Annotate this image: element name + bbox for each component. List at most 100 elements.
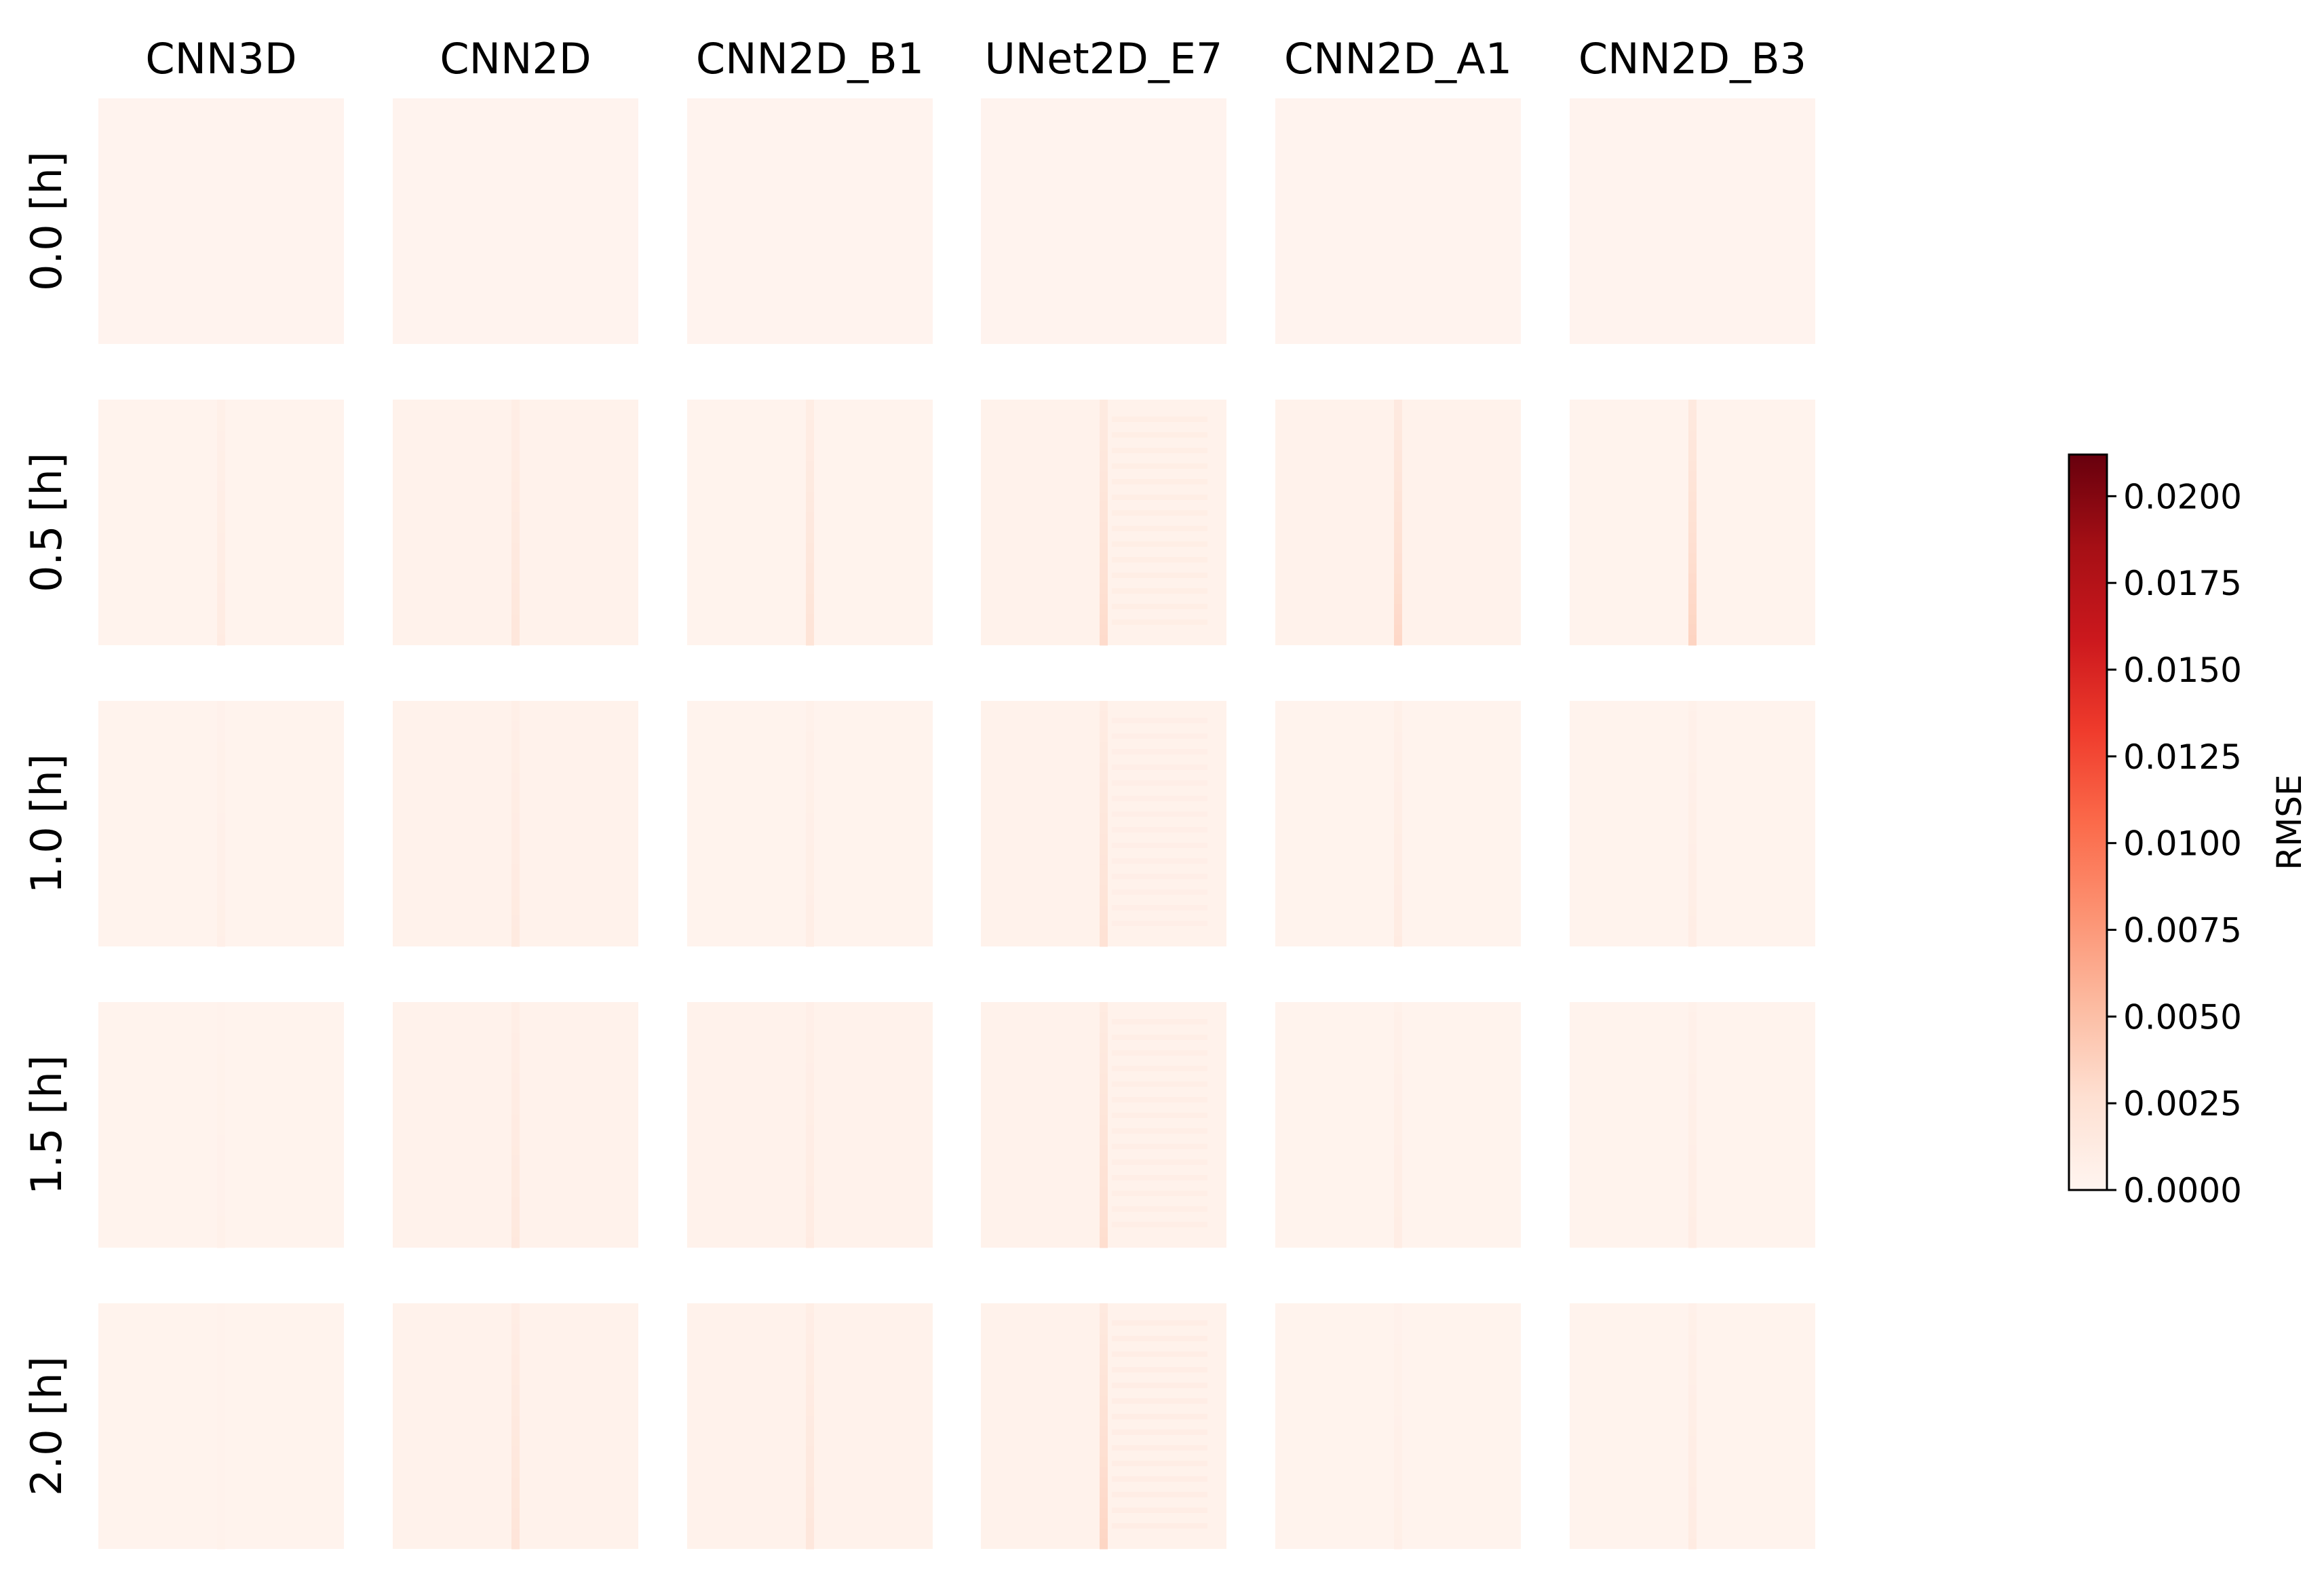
stripe-cell	[1100, 762, 1108, 773]
stripe-cell	[806, 624, 814, 636]
stripe-cell	[217, 1237, 225, 1248]
stripe-cell	[511, 1405, 520, 1417]
stripe-cell	[1688, 533, 1697, 543]
heatmap-panel	[1275, 400, 1521, 646]
stripe-cell	[1688, 1002, 1697, 1013]
stripe-cell	[511, 1415, 520, 1427]
stripe-cell	[1394, 1002, 1402, 1013]
stripe-cell	[1394, 1497, 1402, 1509]
stripe-cell	[511, 1104, 520, 1115]
heatmap-panel	[981, 1002, 1226, 1248]
stripe-cell	[511, 782, 520, 794]
stripe-cell	[217, 824, 225, 834]
stripe-cell	[1100, 752, 1108, 763]
stripe-cell	[1394, 1344, 1402, 1355]
heatmap-panel	[98, 701, 344, 947]
heatmap-panel	[1570, 701, 1815, 947]
stripe-cell	[1100, 1313, 1108, 1324]
heatmap-panel	[687, 400, 933, 646]
stripe-cell	[806, 1436, 814, 1447]
stripe-cell	[806, 522, 814, 533]
stripe-cell	[217, 752, 225, 763]
stripe-cell	[1688, 440, 1697, 451]
stripe-cell	[1100, 1344, 1108, 1355]
stripe-cell	[217, 895, 225, 906]
stripe-cell	[217, 1395, 225, 1406]
stripe-cell	[806, 1487, 814, 1499]
stripe-cell	[511, 854, 520, 865]
stripe-cell	[806, 711, 814, 722]
stripe-cell	[511, 1135, 520, 1146]
stripe-cell	[1394, 543, 1402, 554]
stripe-cell	[511, 1094, 520, 1105]
stripe-cell	[1394, 772, 1402, 784]
stripe-cell	[1688, 1405, 1697, 1417]
column-title: CNN2D_B1	[696, 34, 924, 83]
stripe-cell	[806, 1033, 814, 1043]
stripe-cell	[511, 772, 520, 784]
stripe-cell	[1394, 1227, 1402, 1238]
stripe-cell	[511, 1538, 520, 1550]
stripe-cell	[1100, 1216, 1108, 1228]
stripe-cell	[1394, 792, 1402, 804]
stripe-cell	[511, 594, 520, 605]
stripe-cell	[1688, 1216, 1697, 1228]
stripe-cell	[1100, 936, 1108, 947]
stripe-cell	[806, 440, 814, 451]
stripe-cell	[217, 782, 225, 794]
band-cell	[1112, 780, 1207, 786]
heatmap-panel	[98, 98, 344, 344]
stripe-cell	[1688, 1313, 1697, 1324]
stripe-cell	[1688, 430, 1697, 441]
stripe-cell	[217, 864, 225, 875]
stripe-cell	[511, 400, 520, 410]
band-cell	[1112, 1492, 1207, 1497]
stripe-cell	[806, 1237, 814, 1248]
heatmap-panel	[1275, 701, 1521, 947]
stripe-cell	[1688, 1518, 1697, 1529]
stripe-cell	[1100, 583, 1108, 595]
band-cell	[1112, 905, 1207, 910]
stripe-cell	[511, 1012, 520, 1023]
stripe-cell	[511, 1125, 520, 1136]
band-cell	[1112, 1097, 1207, 1102]
stripe-cell	[1394, 1334, 1402, 1345]
stripe-cell	[806, 450, 814, 461]
stripe-cell	[1394, 752, 1402, 763]
stripe-cell	[1688, 1166, 1697, 1176]
stripe-cell	[1100, 1206, 1108, 1218]
stripe-cell	[1394, 1104, 1402, 1115]
stripe-cell	[1100, 400, 1108, 410]
stripe-cell	[511, 824, 520, 834]
stripe-cell	[806, 1405, 814, 1417]
band-cell	[1112, 1159, 1207, 1165]
stripe-cell	[1688, 813, 1697, 824]
stripe-cell	[1100, 721, 1108, 732]
stripe-cell	[1394, 936, 1402, 947]
stripe-cell	[217, 1324, 225, 1335]
stripe-cell	[1100, 1324, 1108, 1335]
stripe-cell	[1100, 1083, 1108, 1095]
band-cell	[1112, 765, 1207, 770]
heatmap-panel	[1275, 98, 1521, 344]
stripe-cell	[1100, 501, 1108, 513]
stripe-cell	[1394, 1436, 1402, 1447]
stripe-cell	[806, 1135, 814, 1146]
panel-background	[1570, 98, 1815, 344]
stripe-cell	[1100, 481, 1108, 493]
stripe-cell	[1100, 1446, 1108, 1457]
stripe-cell	[1394, 471, 1402, 482]
stripe-cell	[217, 844, 225, 855]
stripe-cell	[511, 512, 520, 523]
stripe-cell	[1688, 936, 1697, 947]
panel-background	[1275, 98, 1521, 344]
heatmap-panel	[393, 1002, 638, 1248]
stripe-cell	[1688, 563, 1697, 574]
stripe-cell	[217, 1446, 225, 1457]
heatmap-panel	[687, 1303, 933, 1550]
colorbar-tick-label: 0.0000	[2123, 1171, 2242, 1210]
stripe-cell	[217, 1083, 225, 1095]
stripe-cell	[1100, 543, 1108, 554]
stripe-cell	[1394, 614, 1402, 626]
stripe-cell	[511, 501, 520, 513]
